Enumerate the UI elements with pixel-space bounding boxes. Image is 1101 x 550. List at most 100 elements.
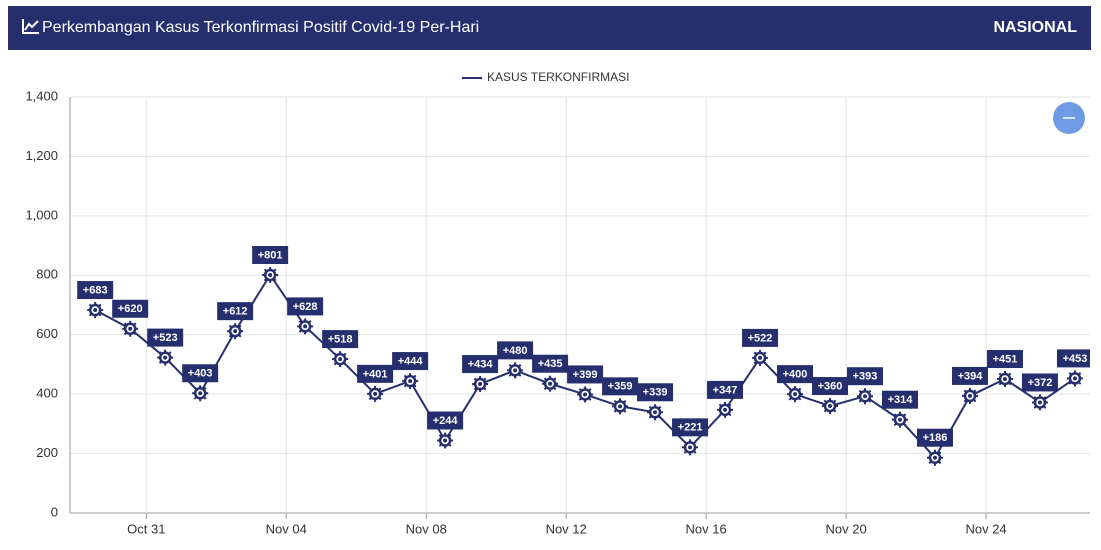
marker-core — [758, 355, 763, 360]
label-box — [602, 377, 639, 396]
virus-marker — [1031, 394, 1048, 411]
data-label: +339 — [643, 387, 668, 399]
label-box — [916, 428, 953, 447]
data-label: +394 — [958, 370, 984, 382]
marker-core — [688, 445, 693, 450]
virus-marker — [122, 320, 139, 337]
marker-core — [1072, 376, 1077, 381]
virus-marker — [612, 398, 629, 415]
label-box — [77, 281, 114, 300]
label-box — [532, 354, 569, 373]
marker-core — [618, 404, 623, 409]
data-label: +400 — [783, 369, 808, 381]
virus-marker — [227, 323, 244, 340]
data-label: +360 — [818, 380, 843, 392]
y-tick-label: 400 — [36, 386, 58, 401]
label-box — [112, 299, 149, 318]
marker-core — [408, 379, 413, 384]
region: NASIONAL — [993, 19, 1077, 36]
label-box — [252, 245, 289, 264]
virus-marker — [472, 376, 489, 393]
data-label: +620 — [118, 303, 143, 315]
chart-icon — [22, 19, 39, 34]
title: Perkembangan Kasus Terkonfirmasi Positif… — [42, 19, 480, 36]
marker-core — [793, 392, 798, 397]
data-label: +480 — [503, 345, 528, 357]
y-tick-label: 800 — [36, 267, 58, 282]
x-tick-label: Nov 20 — [826, 521, 867, 536]
virus-marker — [926, 449, 943, 466]
x-tick-label: Nov 08 — [406, 521, 447, 536]
label-box — [986, 349, 1023, 368]
virus-marker — [437, 432, 454, 449]
marker-core — [128, 326, 133, 331]
data-label: +453 — [1063, 353, 1088, 365]
virus-marker — [1066, 370, 1083, 387]
label-box — [637, 383, 674, 402]
marker-core — [478, 382, 483, 387]
label-box — [287, 297, 324, 316]
y-tick-label: 0 — [51, 504, 58, 519]
label-box — [777, 365, 814, 384]
data-label: +801 — [258, 249, 283, 261]
y-tick-label: 1,000 — [25, 207, 58, 222]
virus-marker — [996, 370, 1013, 387]
virus-marker — [752, 349, 769, 366]
virus-marker — [717, 401, 734, 418]
virus-marker — [787, 386, 804, 403]
marker-core — [513, 368, 518, 373]
data-label: +444 — [398, 355, 424, 367]
y-tick-label: 600 — [36, 326, 58, 341]
data-label: +393 — [853, 371, 878, 383]
virus-marker — [332, 351, 349, 368]
label-box — [182, 364, 219, 383]
marker-core — [338, 357, 343, 362]
data-label: +221 — [678, 422, 703, 434]
data-label: +435 — [538, 358, 563, 370]
x-tick-label: Nov 12 — [546, 521, 587, 536]
label-box — [497, 341, 534, 360]
label-box — [427, 411, 464, 430]
marker-core — [233, 329, 238, 334]
virus-marker — [682, 439, 699, 456]
y-tick-label: 200 — [36, 445, 58, 460]
marker-core — [443, 438, 448, 443]
data-label: +523 — [153, 332, 178, 344]
virus-marker — [367, 385, 384, 402]
label-box — [322, 330, 359, 349]
marker-core — [93, 308, 98, 313]
label-box — [147, 328, 184, 347]
data-label: +683 — [83, 284, 108, 296]
virus-marker — [857, 388, 874, 405]
data-label: +628 — [293, 301, 318, 313]
virus-marker — [87, 302, 104, 319]
virus-marker — [192, 385, 209, 402]
marker-core — [828, 404, 833, 409]
data-label: +518 — [328, 333, 353, 345]
label-box — [567, 365, 604, 384]
label-box — [1021, 373, 1058, 392]
marker-core — [548, 381, 553, 386]
x-tick-label: Nov 16 — [686, 521, 727, 536]
marker-core — [163, 355, 168, 360]
marker-core — [723, 407, 728, 412]
marker-core — [303, 324, 308, 329]
data-label: +522 — [748, 332, 773, 344]
marker-core — [198, 391, 203, 396]
virus-marker — [262, 266, 279, 283]
label-box — [881, 390, 918, 409]
virus-marker — [542, 375, 559, 392]
marker-core — [268, 272, 273, 277]
y-tick-label: 1,400 — [25, 88, 58, 103]
label-box — [462, 355, 499, 374]
virus-marker — [647, 404, 664, 421]
header: Perkembangan Kasus Terkonfirmasi Positif… — [8, 6, 1091, 50]
label-box — [742, 328, 779, 347]
label-box — [357, 364, 394, 383]
marker-core — [1037, 400, 1042, 405]
data-label: +244 — [433, 415, 459, 427]
label-box — [707, 380, 744, 399]
data-label: +359 — [608, 381, 633, 393]
